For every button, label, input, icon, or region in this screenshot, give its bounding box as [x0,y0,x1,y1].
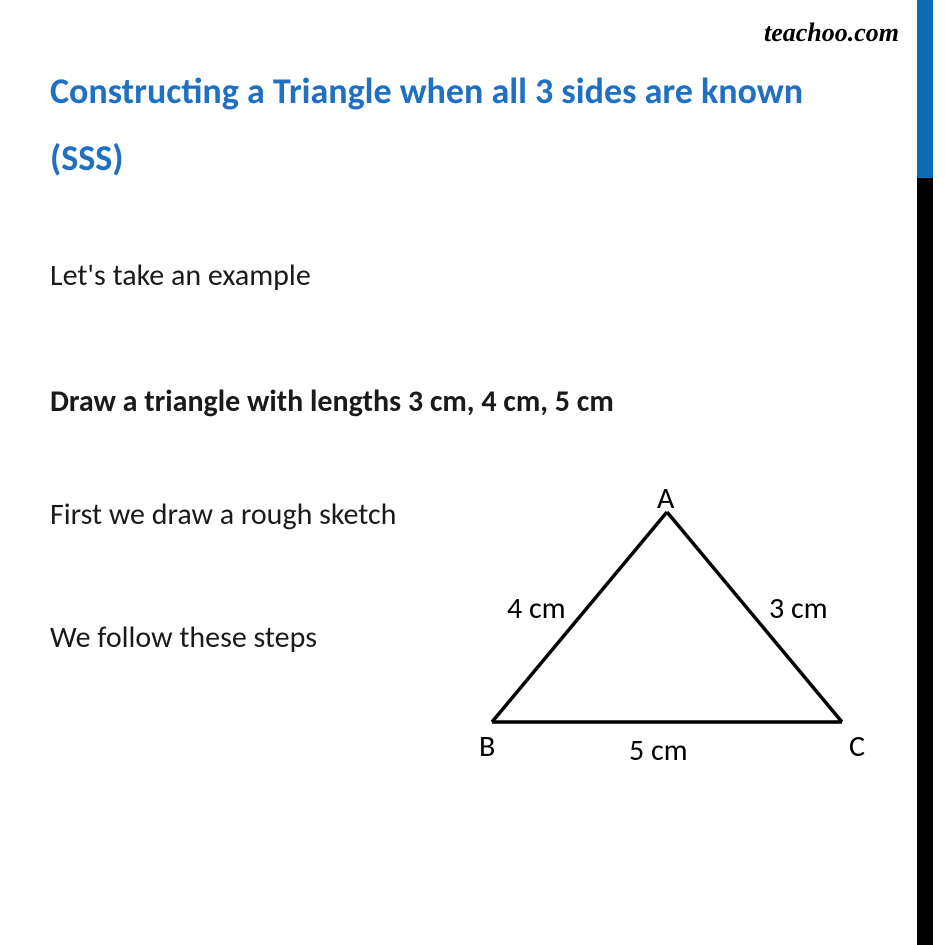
step-1-text: First we draw a rough sketch [50,496,435,533]
vertex-label-c: C [849,728,865,765]
page-title: Constructing a Triangle when all 3 sides… [50,58,895,191]
title-line-1: Constructing a Triangle when all 3 sides… [50,69,803,113]
triangle-svg [447,482,887,772]
content-row: First we draw a rough sketch We follow t… [50,496,895,772]
sidebar-accent-blue [917,0,933,178]
step-2-text: We follow these steps [50,619,435,656]
vertex-label-b: B [479,728,495,765]
intro-text: Let's take an example [50,255,895,297]
vertex-label-a: A [657,480,674,517]
page-content: Constructing a Triangle when all 3 sides… [0,0,945,772]
sidebar-accent-black [917,178,933,945]
watermark: teachoo.com [764,18,899,48]
edge-label-ab: 4 cm [507,590,566,627]
title-line-2: (SSS) [50,136,123,180]
problem-statement: Draw a triangle with lengths 3 cm, 4 cm,… [50,383,895,420]
triangle-diagram: A B C 4 cm 3 cm 5 cm [447,482,887,772]
edge-label-ac: 3 cm [769,590,828,627]
edge-label-bc: 5 cm [629,732,688,769]
steps-column: First we draw a rough sketch We follow t… [50,496,435,772]
